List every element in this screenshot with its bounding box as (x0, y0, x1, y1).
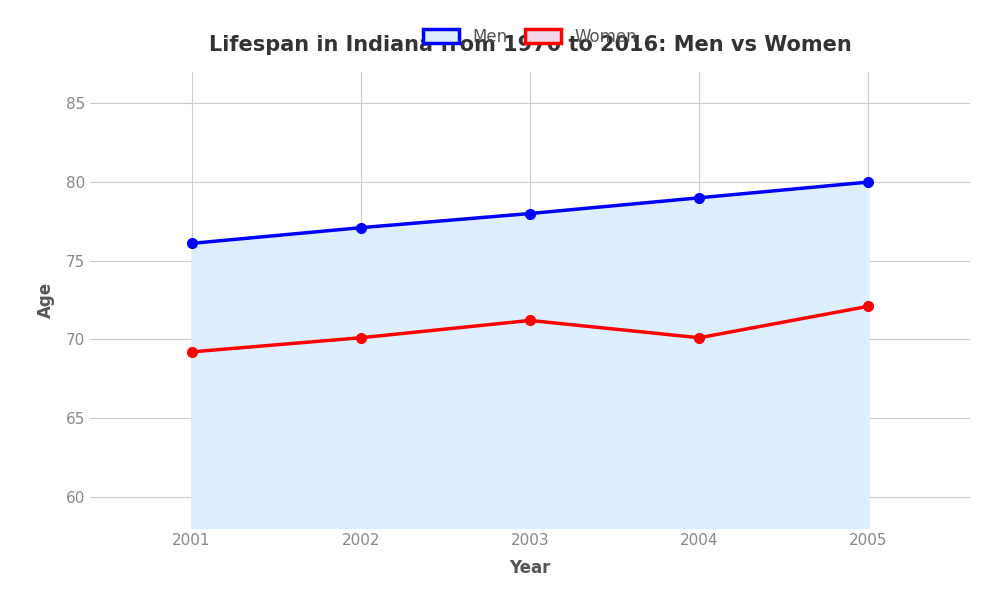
Legend: Men, Women: Men, Women (416, 21, 644, 52)
X-axis label: Year: Year (509, 559, 551, 577)
Y-axis label: Age: Age (37, 282, 55, 318)
Title: Lifespan in Indiana from 1970 to 2016: Men vs Women: Lifespan in Indiana from 1970 to 2016: M… (209, 35, 851, 55)
